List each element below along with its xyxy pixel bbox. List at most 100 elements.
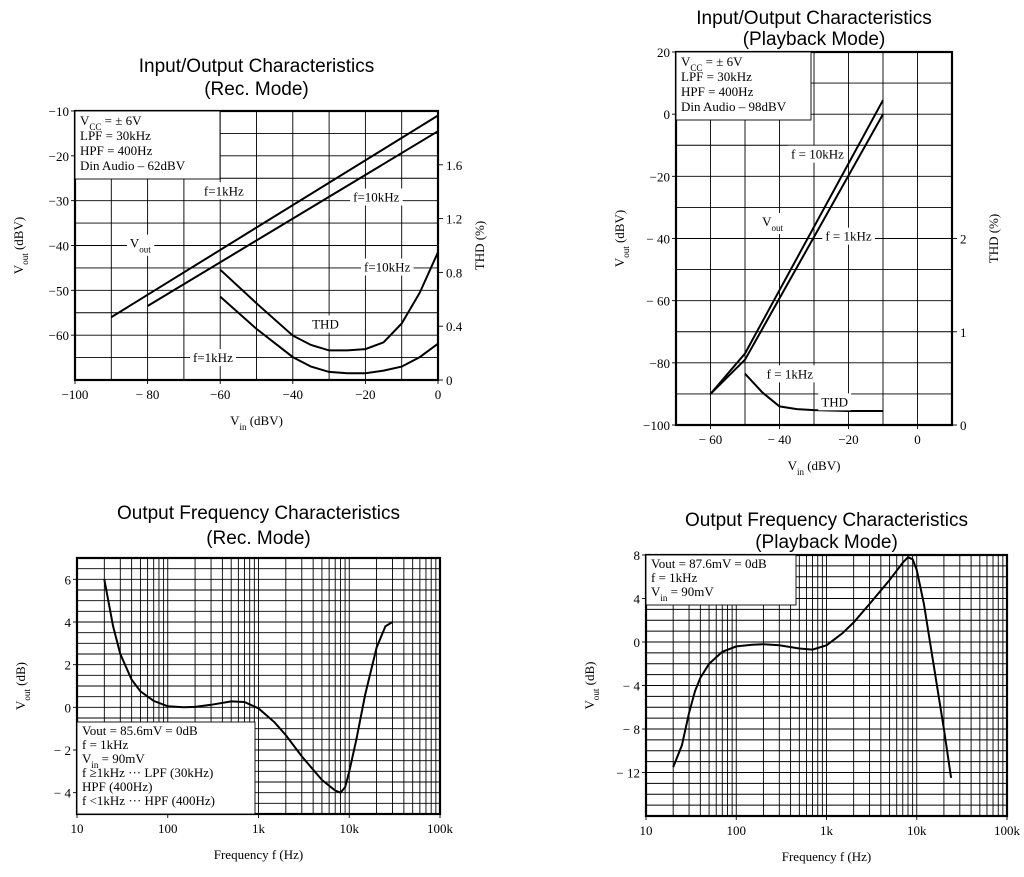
rec-io-title-line-1: Input/Output Characteristics <box>139 56 375 77</box>
play-io-y-axis-label: Vout (dBV) <box>612 210 631 267</box>
play-io-y2tick-label: 2 <box>960 232 967 247</box>
play-freq-xtick-label: 1k <box>820 823 834 838</box>
rec-io-xtick-label: 0 <box>435 387 442 402</box>
rec-freq-xtick-label: 1k <box>252 821 266 836</box>
rec-freq-title-line-1: Output Frequency Characteristics <box>117 503 400 524</box>
play-io-xtick-label: − 40 <box>768 432 792 447</box>
play-io-annotation-4: f = 1kHz <box>763 365 817 383</box>
rec-freq-ytick-label: 4 <box>65 615 72 630</box>
rec-io-annotation-3: f=10kHz <box>350 188 403 206</box>
rec-io-ytick-label: −40 <box>49 239 69 254</box>
play-io-chart: Input/Output Characteristics(Playback Mo… <box>612 8 1001 477</box>
rec-io-annotation-bg <box>361 258 414 276</box>
play-freq-xtick-label: 10 <box>640 823 653 838</box>
play-io-annotation-bg <box>818 393 852 411</box>
rec-freq-x-axis-label: Frequency f (Hz) <box>214 847 304 862</box>
play-freq-series-1-line <box>672 555 953 779</box>
play-io-ytick-label: 20 <box>657 45 670 60</box>
rec-io-y2-axis-label: THD (%) <box>472 221 487 270</box>
rec-io-info-line: VCC = ± 6V <box>80 113 142 132</box>
rec-io-annotation-text: Vout <box>130 236 151 255</box>
rec-io-series-1-line <box>110 114 439 319</box>
rec-freq-info-line: Vin = 90mV <box>82 751 145 770</box>
play-freq-title-line-1: Output Frequency Characteristics <box>685 510 968 531</box>
rec-freq-info-line: f = 1kHz <box>82 737 129 752</box>
play-io-info-line: HPF = 400Hz <box>681 84 754 99</box>
play-io-ytick-label: − 60 <box>646 294 670 309</box>
rec-io-annotation-5: THD <box>309 315 342 333</box>
play-io-ytick-label: −80 <box>650 356 670 371</box>
play-io-y2-axis-label: THD (%) <box>986 214 1001 263</box>
rec-freq-ytick-label: 6 <box>65 572 72 587</box>
rec-io-annotation-text: THD <box>312 316 339 331</box>
rec-freq-info-line: Vout = 85.6mV = 0dB <box>82 723 198 738</box>
rec-io-y2tick-label: 0.8 <box>446 265 462 280</box>
rec-io-xtick-label: −20 <box>355 387 375 402</box>
rec-freq-ytick-label: − 2 <box>54 743 71 758</box>
play-freq-y-axis-label: Vout (dB) <box>582 662 601 710</box>
rec-freq-series-1-line <box>103 579 394 794</box>
play-io-annotation-1: f = 10kHz <box>788 145 848 163</box>
rec-freq-ytick-label: − 4 <box>54 786 72 801</box>
rec-io-x-axis-label: Vin (dBV) <box>230 413 283 432</box>
rec-io-series-3-line <box>219 251 439 352</box>
play-io-annotation-bg <box>759 213 787 235</box>
rec-freq-ytick-label: 0 <box>65 700 72 715</box>
rec-freq-xtick-label: 10k <box>340 821 360 836</box>
play-io-annotation-text: f = 1kHz <box>825 229 872 244</box>
rec-freq-title-line-2: (Rec. Mode) <box>206 528 311 549</box>
rec-io-chart: Input/Output Characteristics(Rec. Mode) V… <box>11 56 487 432</box>
rec-io-annotation-2: f=1kHz <box>200 182 247 200</box>
rec-io-ytick-label: −10 <box>49 104 69 119</box>
play-io-xtick-label: 0 <box>914 432 921 447</box>
play-io-annotation-5: THD <box>818 393 852 411</box>
play-io-series-3-line <box>744 373 883 412</box>
rec-io-y2tick-label: 0 <box>446 373 453 388</box>
play-freq-ytick-label: − 4 <box>623 679 641 694</box>
play-freq-info-line: Vout = 87.6mV = 0dB <box>651 556 767 571</box>
rec-io-ytick-label: −50 <box>49 283 69 298</box>
rec-io-ytick-label: −30 <box>49 194 69 209</box>
rec-io-ytick-label: −60 <box>49 328 69 343</box>
rec-freq-xtick-label: 100k <box>427 821 454 836</box>
rec-io-info-box <box>74 110 221 180</box>
rec-freq-chart: Output Frequency Characteristics (Rec. Mo… <box>13 503 454 862</box>
play-io-xtick-label: −20 <box>838 432 858 447</box>
rec-freq-xtick-label: 100 <box>158 821 178 836</box>
play-freq-ytick-label: − 8 <box>623 722 640 737</box>
play-freq-ytick-label: 0 <box>634 635 641 650</box>
play-io-annotation-text: f = 1kHz <box>767 366 814 381</box>
play-freq-info-line: f = 1kHz <box>651 570 698 585</box>
play-io-info-line: Din Audio – 98dBV <box>681 99 787 114</box>
play-freq-x-axis-label: Frequency f (Hz) <box>782 849 872 864</box>
rec-io-y2tick-label: 1.2 <box>446 212 462 227</box>
rec-io-annotation-text: f=1kHz <box>204 183 244 198</box>
play-freq-ytick-label: 4 <box>634 592 641 607</box>
rec-freq-xtick-label: 10 <box>71 821 84 836</box>
rec-io-series-2-line <box>147 130 439 307</box>
play-io-info-line: VCC = ± 6V <box>681 54 743 73</box>
play-io-annotation-text: THD <box>821 394 848 409</box>
play-freq-info-box <box>645 554 797 606</box>
play-io-xtick-label: − 60 <box>699 432 723 447</box>
rec-io-title-line-2: (Rec. Mode) <box>204 79 309 100</box>
rec-io-series-4-line <box>219 295 439 375</box>
play-io-annotation-2: Vout <box>759 213 787 235</box>
rec-io-annotation-bg <box>350 188 403 206</box>
rec-io-xtick-label: −100 <box>62 387 89 402</box>
rec-io-annotation-text: f=10kHz <box>364 260 411 275</box>
rec-freq-info-line: f ≥1kHz ··· LPF (30kHz) <box>82 765 213 780</box>
play-io-annotation-bg <box>763 365 817 383</box>
rec-io-xtick-label: −60 <box>210 387 230 402</box>
rec-freq-ytick-label: 2 <box>65 658 72 673</box>
rec-io-annotation-bg <box>126 234 155 256</box>
rec-io-info-line: HPF = 400Hz <box>80 143 153 158</box>
play-io-annotation-text: f = 10kHz <box>791 147 844 162</box>
rec-io-xtick-label: −40 <box>283 387 303 402</box>
play-freq-xtick-label: 100 <box>727 823 747 838</box>
rec-io-xtick-label: − 80 <box>136 387 160 402</box>
play-io-annotation-bg <box>788 145 848 163</box>
rec-io-y2tick-label: 0.4 <box>446 319 463 334</box>
play-io-annotation-text: Vout <box>762 214 783 233</box>
